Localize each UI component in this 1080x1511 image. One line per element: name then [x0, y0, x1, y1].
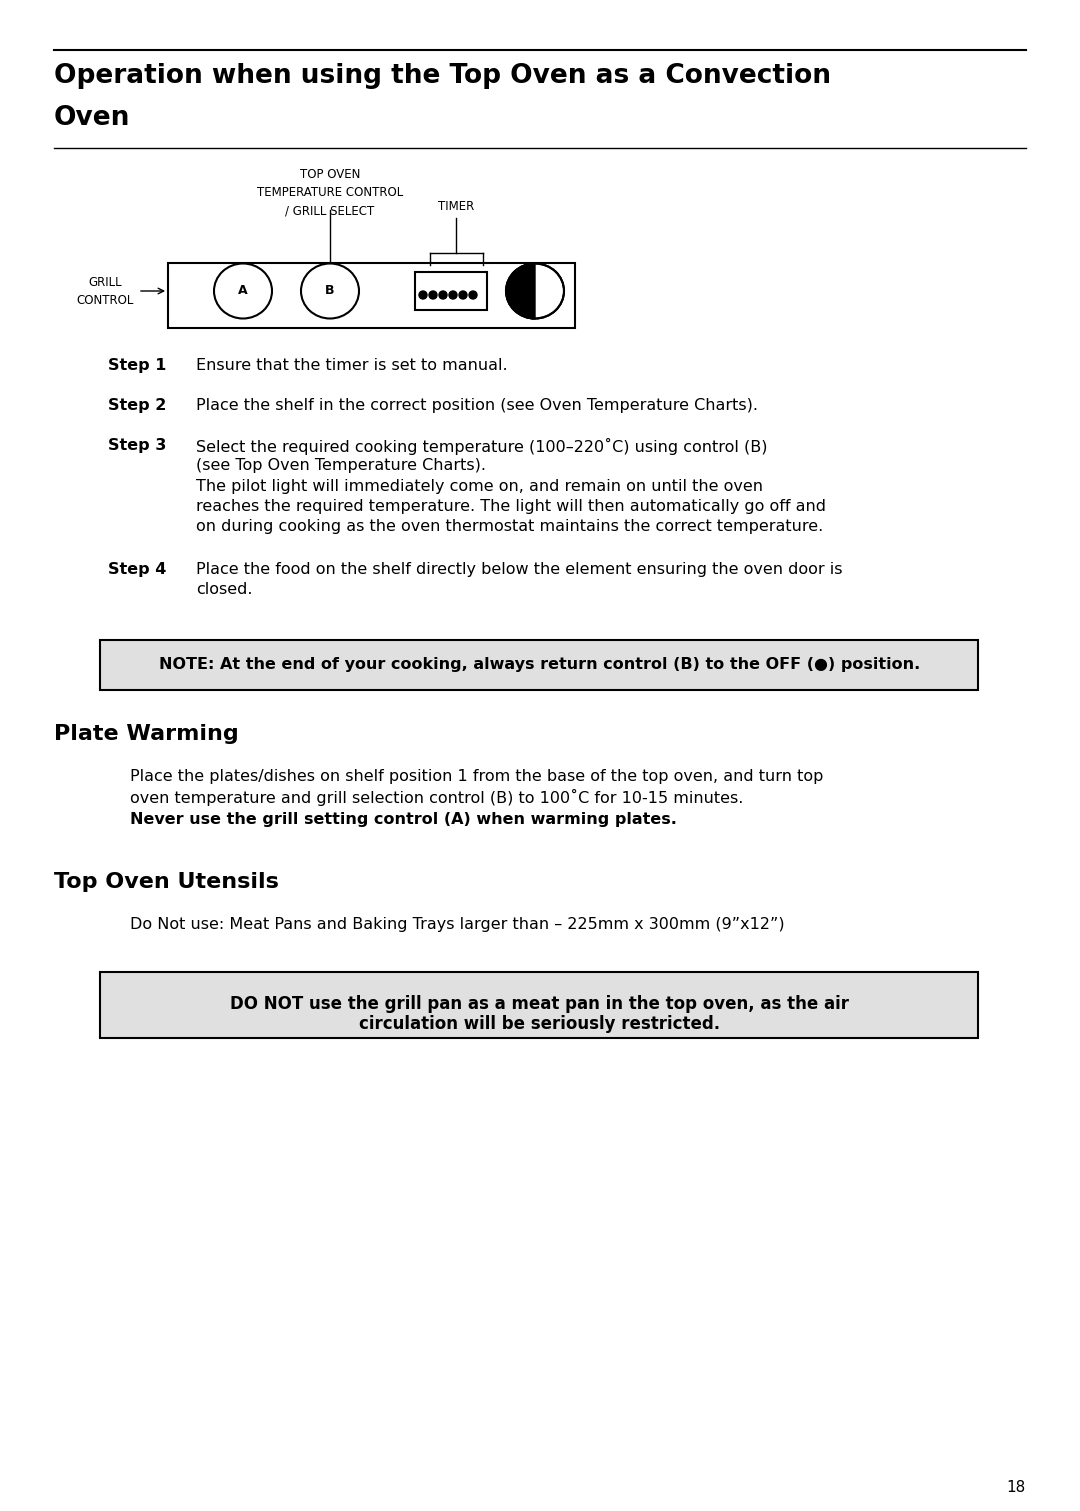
Ellipse shape	[214, 263, 272, 319]
Text: GRILL
CONTROL: GRILL CONTROL	[77, 275, 134, 307]
Ellipse shape	[507, 263, 564, 319]
Text: Step 1: Step 1	[108, 358, 166, 373]
Text: Select the required cooking temperature (100–220˚C) using control (B): Select the required cooking temperature …	[195, 438, 768, 455]
Wedge shape	[507, 263, 535, 319]
Text: DO NOT use the grill pan as a meat pan in the top oven, as the air: DO NOT use the grill pan as a meat pan i…	[230, 996, 850, 1012]
Circle shape	[459, 292, 467, 299]
Bar	[100, 972, 978, 1038]
Bar	[168, 263, 575, 328]
Text: Step 2: Step 2	[108, 397, 166, 413]
Text: Operation when using the Top Oven as a Convection: Operation when using the Top Oven as a C…	[54, 63, 831, 89]
Text: Oven: Oven	[54, 104, 131, 131]
Ellipse shape	[301, 263, 359, 319]
Text: Never use the grill setting control (A) when warming plates.: Never use the grill setting control (A) …	[130, 811, 677, 827]
Text: Step 3: Step 3	[108, 438, 166, 453]
Bar	[415, 272, 487, 310]
Text: Step 4: Step 4	[108, 562, 166, 577]
Text: NOTE: At the end of your cooking, always return control (B) to the OFF (●) posit: NOTE: At the end of your cooking, always…	[160, 657, 920, 672]
Text: Ensure that the timer is set to manual.: Ensure that the timer is set to manual.	[195, 358, 508, 373]
Text: (see Top Oven Temperature Charts).: (see Top Oven Temperature Charts).	[195, 458, 486, 473]
Circle shape	[469, 292, 477, 299]
Text: Place the shelf in the correct position (see Oven Temperature Charts).: Place the shelf in the correct position …	[195, 397, 758, 413]
Circle shape	[438, 292, 447, 299]
Bar	[100, 641, 978, 691]
Text: The pilot light will immediately come on, and remain on until the oven: The pilot light will immediately come on…	[195, 479, 762, 494]
Text: Place the food on the shelf directly below the element ensuring the oven door is: Place the food on the shelf directly bel…	[195, 562, 842, 577]
Text: Do Not use: Meat Pans and Baking Trays larger than – 225mm x 300mm (9”x12”): Do Not use: Meat Pans and Baking Trays l…	[130, 917, 785, 932]
Circle shape	[449, 292, 457, 299]
Text: 18: 18	[1007, 1479, 1026, 1494]
Text: circulation will be seriously restricted.: circulation will be seriously restricted…	[360, 1015, 720, 1034]
Text: reaches the required temperature. The light will then automatically go off and: reaches the required temperature. The li…	[195, 499, 826, 514]
Text: TIMER: TIMER	[437, 199, 474, 213]
Text: closed.: closed.	[195, 582, 253, 597]
Text: B: B	[325, 284, 335, 298]
Text: Place the plates/dishes on shelf position 1 from the base of the top oven, and t: Place the plates/dishes on shelf positio…	[130, 769, 823, 784]
Text: A: A	[239, 284, 247, 298]
Text: oven temperature and grill selection control (B) to 100˚C for 10-15 minutes.: oven temperature and grill selection con…	[130, 789, 743, 805]
Text: on during cooking as the oven thermostat maintains the correct temperature.: on during cooking as the oven thermostat…	[195, 518, 823, 533]
Text: Top Oven Utensils: Top Oven Utensils	[54, 872, 279, 891]
Text: TOP OVEN
TEMPERATURE CONTROL
/ GRILL SELECT: TOP OVEN TEMPERATURE CONTROL / GRILL SEL…	[257, 168, 403, 218]
Text: Plate Warming: Plate Warming	[54, 724, 239, 743]
Circle shape	[429, 292, 437, 299]
Circle shape	[419, 292, 427, 299]
